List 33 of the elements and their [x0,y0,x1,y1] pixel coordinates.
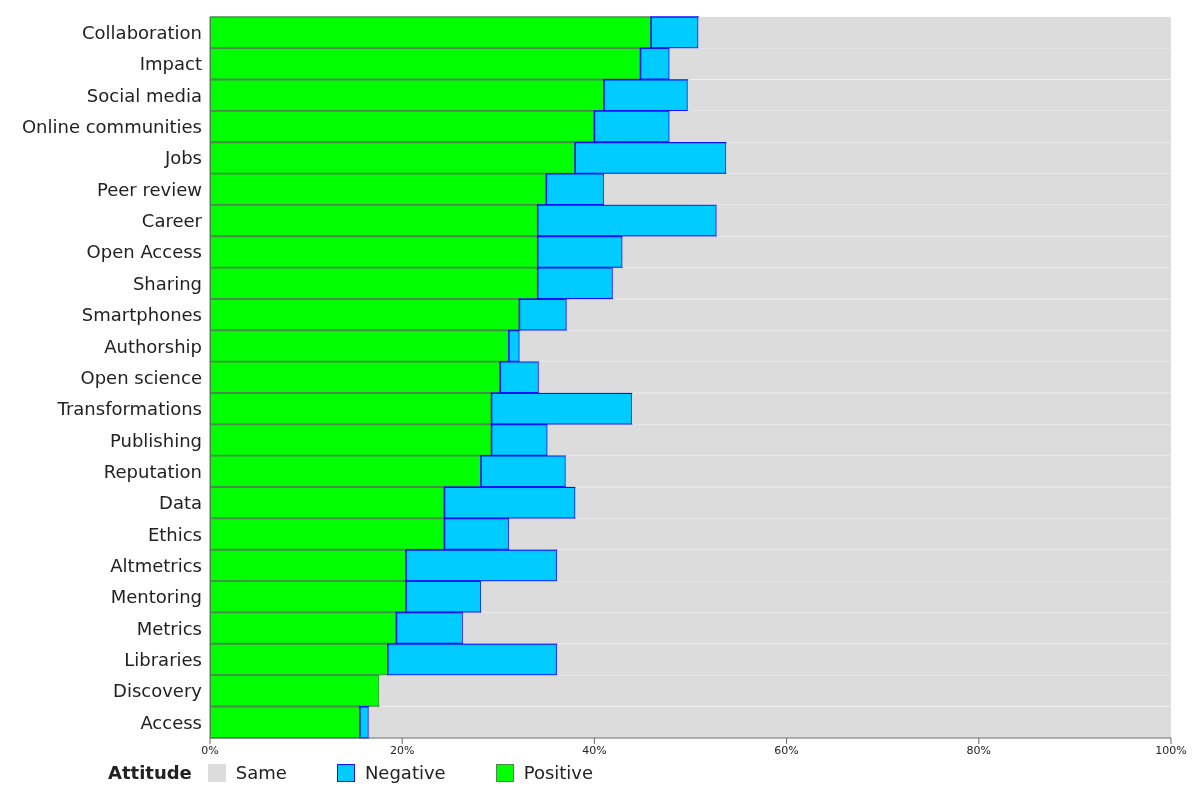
y-tick-label: Open science [80,366,202,388]
x-tick-label: 100% [1155,743,1187,757]
y-tick-label: Online communities [21,116,202,138]
x-tick-label: 60% [774,743,799,757]
y-tick-label: Transformations [56,398,202,420]
y-tick-label: Metrics [136,617,202,639]
y-tick-label: Reputation [103,460,202,482]
x-tick-label: 80% [966,743,992,757]
y-tick-label: Peer review [96,178,202,200]
legend-label: Positive [522,762,594,783]
y-tick-label: Sharing [132,272,202,294]
y-tick-label: Altmetrics [110,554,202,576]
legend-label: Negative [363,762,446,783]
y-tick-label: Collaboration [82,22,202,44]
x-tick-label: 40% [582,743,607,757]
y-tick-label: Data [159,492,202,514]
y-tick-label: Publishing [110,429,202,451]
y-tick-label: Libraries [124,649,202,671]
y-tick-label: Mentoring [110,586,202,608]
y-tick-label: Open Access [86,241,202,263]
y-tick-label: Impact [139,53,202,75]
x-tick-label: 0% [201,743,219,757]
legend-label: Same [234,762,287,783]
y-tick-label: Career [141,210,203,232]
y-tick-label: Authorship [104,335,202,357]
x-tick-label: 20% [389,743,415,757]
y-tick-label: Discovery [113,680,203,702]
legend-title: Attitude [108,762,192,783]
y-tick-label: Social media [86,84,202,106]
y-tick-label: Smartphones [81,304,202,326]
y-tick-label: Ethics [147,523,202,545]
y-tick-label: Access [140,711,202,733]
y-tick-label: Jobs [163,147,202,169]
